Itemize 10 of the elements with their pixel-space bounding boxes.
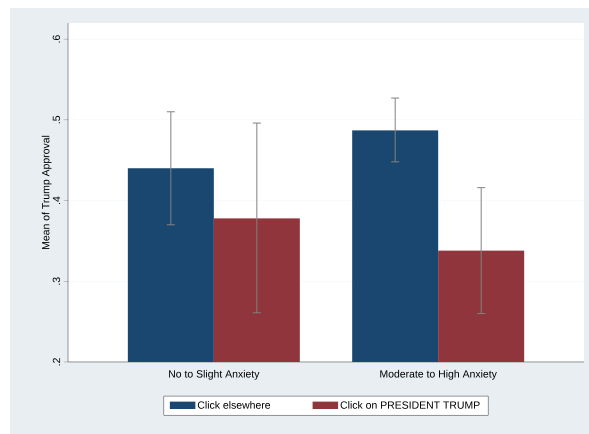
y-tick-label: .3 bbox=[52, 277, 60, 285]
x-tick-label: Moderate to High Anxiety bbox=[380, 370, 497, 380]
y-tick-label: .4 bbox=[52, 196, 60, 204]
y-tick-label: .6 bbox=[52, 35, 60, 43]
x-tick-label: No to Slight Anxiety bbox=[169, 370, 260, 380]
y-tick-label: .5 bbox=[52, 116, 60, 124]
y-axis-title: Mean of Trump Approval bbox=[42, 136, 52, 249]
y-tick-label: .2 bbox=[52, 358, 60, 366]
legend-label: Click elsewhere bbox=[198, 401, 270, 409]
legend-label: Click on PRESIDENT TRUMP bbox=[340, 401, 480, 409]
